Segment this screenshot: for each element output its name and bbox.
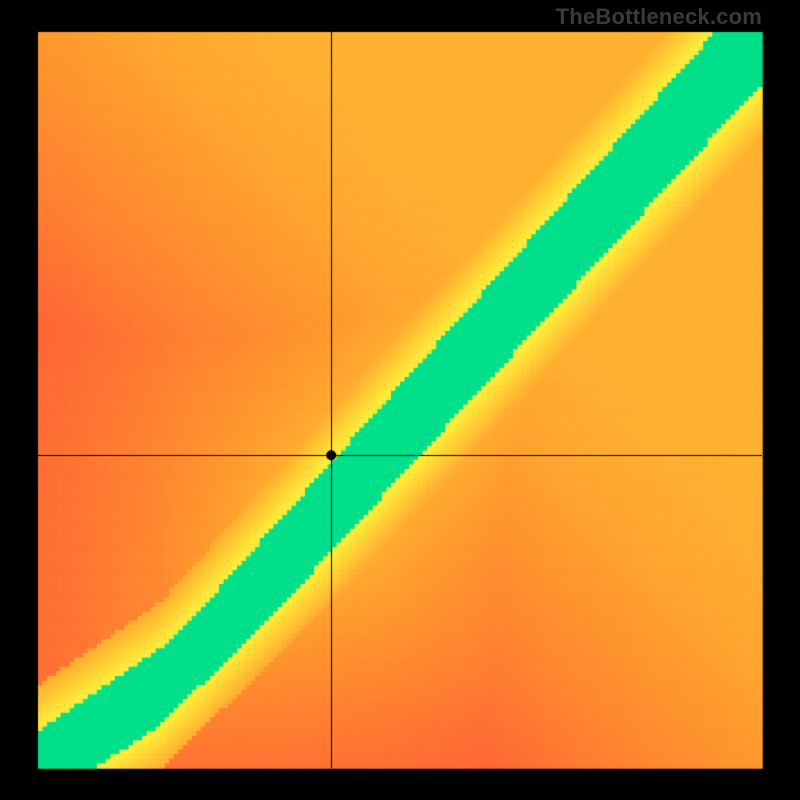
attribution-label: TheBottleneck.com <box>556 4 762 30</box>
bottleneck-heatmap-canvas <box>0 0 800 800</box>
chart-container: { "attribution": "TheBottleneck.com", "c… <box>0 0 800 800</box>
